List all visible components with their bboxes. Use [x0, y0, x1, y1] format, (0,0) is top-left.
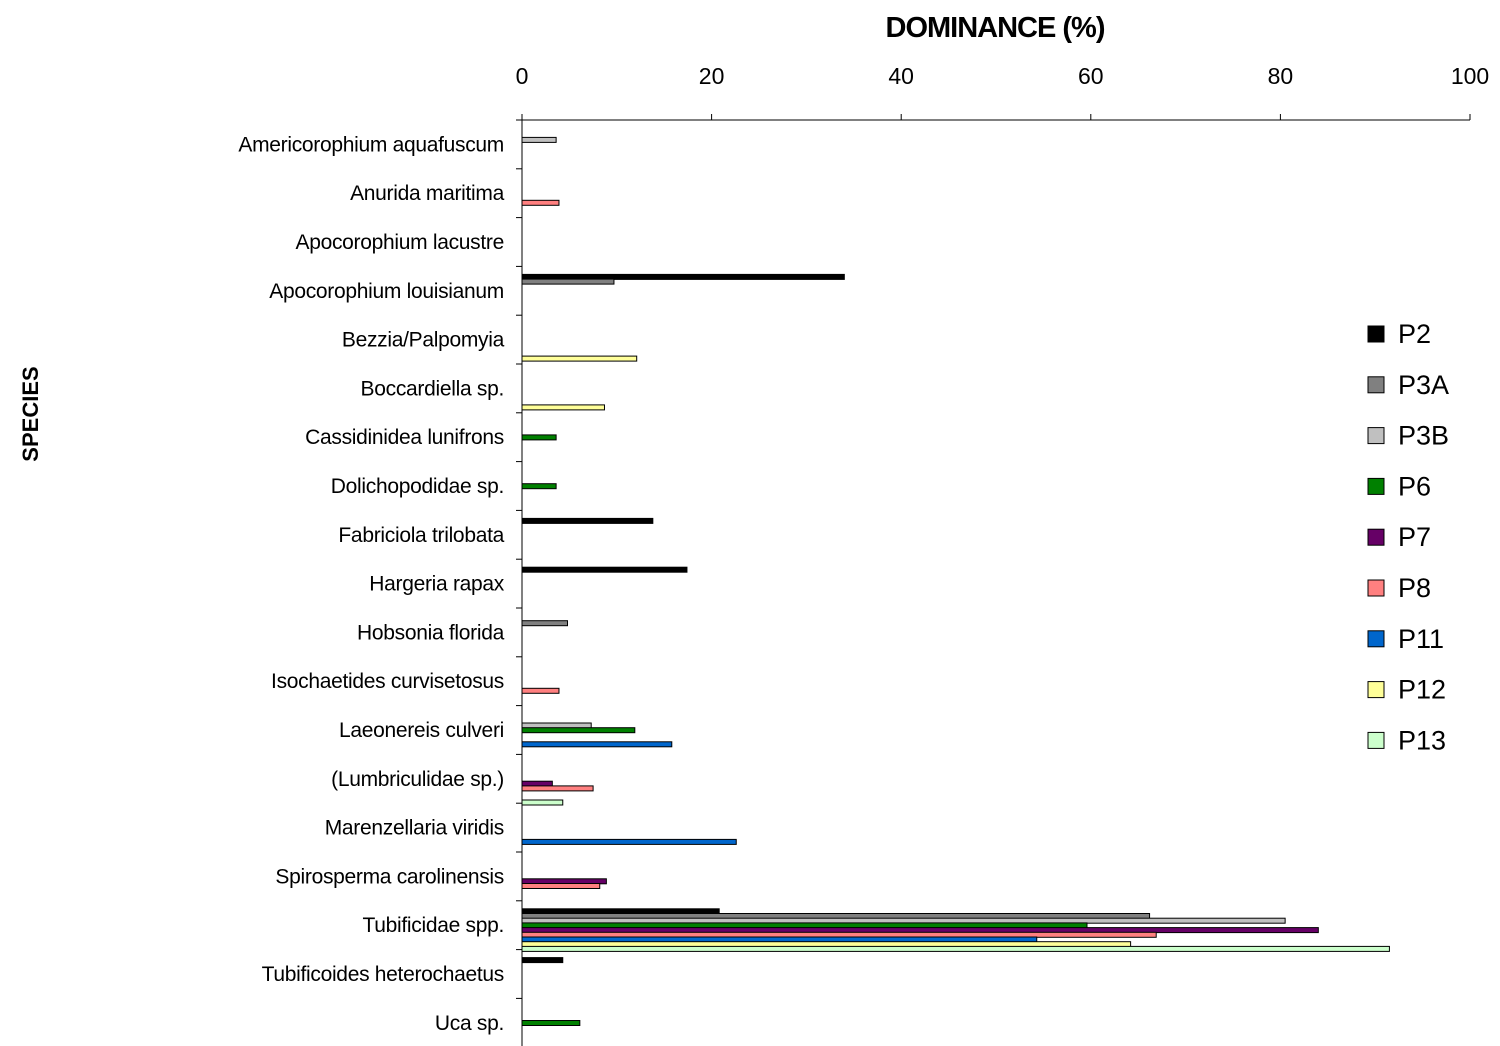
category-label: Apocorophium louisianum — [269, 280, 504, 303]
bar-P2-8 — [521, 517, 654, 524]
legend-label: P11 — [1398, 624, 1444, 654]
bar-P2-17 — [521, 957, 564, 964]
x-tick-label: 100 — [1451, 63, 1489, 89]
bar-P13-16 — [521, 945, 1390, 952]
x-tick-label: 0 — [516, 63, 529, 89]
legend-label: P2 — [1398, 319, 1431, 349]
bar-P3A-10 — [521, 620, 569, 627]
category-label: Laeonereis culveri — [339, 719, 504, 742]
bar-P6-6 — [521, 434, 557, 441]
legend-swatch-P13 — [1367, 731, 1385, 749]
legend-label: P13 — [1398, 725, 1446, 755]
bar-P13-13 — [521, 799, 564, 806]
legend-swatch-P3B — [1367, 427, 1385, 445]
legend-label: P7 — [1398, 522, 1431, 552]
category-label: Hargeria rapax — [369, 573, 504, 596]
bar-P6-12 — [521, 727, 636, 734]
legend-label: P8 — [1398, 573, 1431, 603]
category-label: Anurida maritima — [350, 182, 505, 205]
x-tick-label: 80 — [1268, 63, 1294, 89]
legend-swatch-P11 — [1367, 630, 1385, 648]
category-label: Uca sp. — [435, 1012, 504, 1035]
category-label: Boccardiella sp. — [361, 377, 504, 400]
bar-P2-3 — [521, 273, 845, 280]
category-label: Tubificidae spp. — [362, 914, 504, 937]
x-tick-label: 20 — [699, 63, 725, 89]
bar-P8-13 — [521, 785, 594, 792]
legend-swatch-P8 — [1367, 579, 1385, 597]
axes — [516, 114, 1471, 1046]
legend-label: P6 — [1398, 471, 1431, 501]
x-tick-label: 40 — [888, 63, 914, 89]
category-label: Bezzia/Palpomyia — [342, 329, 505, 352]
category-label: Marenzellaria viridis — [325, 817, 504, 840]
bar-P6-7 — [521, 483, 557, 490]
bar-P8-11 — [521, 687, 560, 694]
category-label: Isochaetides curvisetosus — [271, 670, 504, 693]
category-label: Dolichopodidae sp. — [331, 475, 504, 498]
x-tick-labels: 0 20 40 60 80 100 — [516, 63, 1490, 89]
bar-P11-14 — [521, 838, 737, 845]
bar-P11-12 — [521, 741, 673, 748]
x-tick-label: 60 — [1078, 63, 1104, 89]
legend-label: P3B — [1398, 421, 1449, 451]
legend-label: P3A — [1398, 370, 1449, 400]
bar-P12-5 — [521, 404, 605, 411]
category-label: Tubificoides heterochaetus — [262, 963, 504, 986]
bar-P8-1 — [521, 199, 560, 206]
chart-title: DOMINANCE (%) — [886, 12, 1105, 44]
y-axis-label: SPECIES — [18, 366, 43, 461]
bar-P2-9 — [521, 566, 688, 573]
category-label: Cassidinidea lunifrons — [305, 426, 504, 449]
legend-swatch-P3A — [1367, 376, 1385, 394]
legend-swatch-P7 — [1367, 528, 1385, 546]
category-label: Apocorophium lacustre — [296, 231, 504, 254]
category-label: Fabriciola trilobata — [338, 524, 504, 547]
bar-P12-4 — [521, 355, 638, 362]
legend: P2 P3A P3B P6 P7 P8 P11 P12 P13 — [1367, 319, 1449, 755]
y-tick-labels: Americorophium aquafuscum Anurida maritim… — [238, 133, 505, 1035]
bar-P8-15 — [521, 883, 601, 889]
category-label: Americorophium aquafuscum — [238, 133, 504, 156]
bar-P3A-3 — [521, 278, 615, 285]
legend-swatch-P2 — [1367, 325, 1385, 343]
category-label: (Lumbriculidae sp.) — [331, 768, 504, 791]
legend-swatch-P12 — [1367, 681, 1385, 699]
category-label: Spirosperma carolinensis — [275, 865, 504, 888]
bar-P6-18 — [521, 1020, 581, 1026]
bars — [521, 136, 1390, 1026]
legend-label: P12 — [1398, 675, 1446, 705]
legend-swatch-P6 — [1367, 477, 1385, 495]
bar-P3B-0 — [521, 136, 557, 143]
category-label: Hobsonia florida — [357, 621, 505, 644]
